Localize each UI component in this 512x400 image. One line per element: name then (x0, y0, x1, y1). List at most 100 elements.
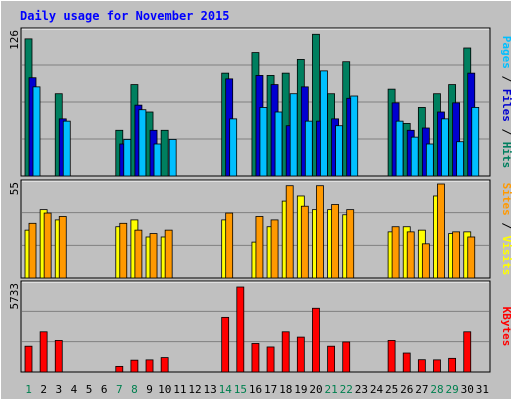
x-axis-day-label: 17 (264, 383, 277, 396)
bar-kbytes-day-18 (281, 331, 290, 373)
bar-kbytes-day-22 (342, 341, 351, 373)
x-axis-day-label: 30 (461, 383, 474, 396)
y-axis-max-label: 55 (8, 182, 21, 195)
x-axis-day-label: 3 (56, 383, 63, 396)
x-axis-day-label: 24 (370, 383, 384, 396)
x-axis-day-label: 8 (131, 383, 138, 396)
bar-sites-day-18 (285, 185, 294, 279)
x-axis-day-label: 27 (415, 383, 428, 396)
bar-sites-day-22 (346, 209, 355, 279)
bar-sites-day-20 (316, 185, 324, 279)
bar-kbytes-day-15 (236, 286, 245, 373)
x-axis-day-label: 28 (430, 383, 443, 396)
bar-kbytes-day-28 (433, 359, 441, 373)
x-axis-day-label: 14 (219, 383, 233, 396)
bar-kbytes-day-16 (251, 343, 260, 373)
series-label-part: Hits (500, 142, 512, 169)
series-label-part: Visits (500, 236, 512, 276)
bar-pages-day-14 (229, 118, 238, 177)
bar-pages-day-28 (441, 118, 449, 177)
x-axis-day-label: 16 (249, 383, 262, 396)
x-axis-labels: 1 2 3 4 5 6 7 8 9 10 11 12 13 14 15 16 17 18 19 20 21 22 23 24 2… (25, 383, 489, 396)
bar-pages-day-8 (138, 109, 147, 177)
series-label-part: Sites (500, 183, 512, 216)
bar-pages-day-21 (335, 125, 343, 177)
bar-pages-day-25 (395, 120, 404, 177)
x-axis-day-label: 18 (279, 383, 292, 396)
x-axis-day-label: 9 (146, 383, 153, 396)
panel-traffic: 5733 KBytes (8, 280, 512, 373)
series-label-part: Pages (500, 36, 512, 69)
bar-pages-day-1 (32, 86, 41, 177)
bar-sites-day-16 (255, 216, 264, 279)
x-axis-day-label: 5 (86, 383, 93, 396)
bar-kbytes-day-7 (115, 365, 124, 373)
x-axis-day-label: 13 (203, 383, 216, 396)
bar-sites-day-17 (270, 219, 279, 279)
bar-kbytes-day-14 (221, 316, 230, 373)
panel-series-label: Sites / Visits (500, 183, 512, 276)
panel-requests: 126 Pages / Files / Hits (8, 27, 512, 177)
bar-sites-day-26 (406, 231, 415, 279)
x-axis-day-label: 21 (325, 383, 338, 396)
bar-kbytes-day-10 (160, 357, 169, 373)
x-axis-day-label: 26 (400, 383, 413, 396)
x-axis-day-label: 11 (173, 383, 186, 396)
bar-pages-day-29 (456, 141, 465, 177)
bar-files-day-29 (452, 102, 461, 177)
x-axis-day-label: 4 (71, 383, 78, 396)
bar-pages-day-16 (259, 107, 268, 177)
bar-kbytes-day-21 (327, 345, 335, 373)
bar-pages-day-18 (289, 93, 298, 177)
bar-sites-day-19 (300, 205, 309, 279)
bar-sites-day-3 (58, 216, 67, 279)
x-axis-day-label: 23 (355, 383, 368, 396)
bar-pages-day-17 (274, 111, 283, 177)
series-label-part: / (500, 122, 512, 142)
bar-sites-day-28 (437, 183, 445, 279)
bar-kbytes-day-19 (296, 336, 305, 373)
x-axis-day-label: 1 (25, 383, 32, 396)
x-axis-day-label: 20 (309, 383, 322, 396)
series-label-part: / (500, 69, 512, 89)
series-label-part: / (500, 216, 512, 236)
bar-pages-day-3 (62, 120, 71, 177)
x-axis-day-label: 2 (40, 383, 47, 396)
bar-kbytes-day-20 (312, 307, 320, 373)
bar-pages-day-26 (410, 136, 419, 177)
bar-hits-day-20 (312, 33, 320, 177)
bar-sites-day-2 (43, 212, 52, 279)
bar-hits-day-18 (281, 72, 290, 177)
bar-pages-day-22 (350, 95, 359, 177)
x-axis-day-label: 15 (234, 383, 247, 396)
panel-series-label: Pages / Files / Hits (500, 36, 512, 169)
x-axis-day-label: 22 (340, 383, 353, 396)
bar-kbytes-day-27 (417, 359, 426, 373)
x-axis-day-label: 7 (116, 383, 123, 396)
x-axis-day-label: 25 (385, 383, 398, 396)
chart-panels: 126 Pages / Files / Hits 55 Sites / Visits 5… (8, 27, 512, 373)
bar-kbytes-day-30 (463, 331, 472, 373)
bar-pages-day-27 (425, 143, 434, 177)
bar-sites-day-14 (225, 212, 234, 279)
bar-sites-day-30 (467, 236, 476, 279)
x-axis-day-label: 29 (446, 383, 459, 396)
bar-kbytes-day-9 (145, 359, 154, 373)
x-axis-day-label: 12 (188, 383, 201, 396)
bar-sites-day-10 (164, 229, 173, 279)
bar-sites-day-25 (391, 226, 400, 279)
bar-pages-day-19 (304, 120, 313, 177)
x-axis-day-label: 6 (101, 383, 108, 396)
bar-kbytes-day-29 (448, 357, 457, 373)
bar-sites-day-9 (149, 233, 158, 279)
bar-kbytes-day-1 (24, 345, 33, 373)
bar-kbytes-day-17 (266, 346, 275, 373)
bar-hits-day-10 (160, 129, 169, 177)
series-label-part: Files (500, 89, 512, 122)
bar-pages-day-9 (153, 143, 162, 177)
bar-kbytes-day-25 (387, 340, 396, 373)
bar-pages-day-20 (320, 70, 328, 177)
y-axis-max-label: 126 (8, 30, 21, 50)
